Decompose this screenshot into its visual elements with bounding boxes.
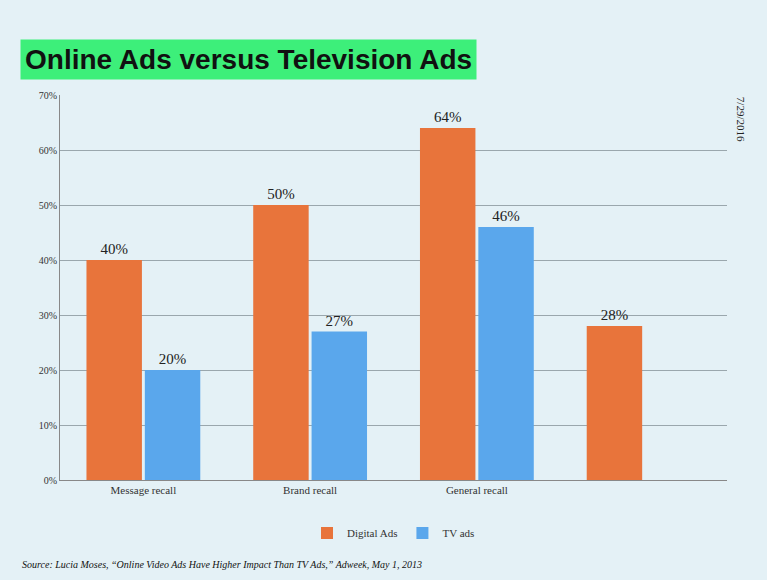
svg-text:40%: 40% [39, 255, 57, 266]
svg-text:50%: 50% [267, 186, 295, 202]
svg-text:20%: 20% [159, 351, 187, 367]
svg-text:7/29/2016: 7/29/2016 [735, 97, 747, 142]
svg-text:20%: 20% [39, 365, 57, 376]
svg-text:Online Ads versus Television A: Online Ads versus Television Ads [25, 44, 472, 75]
svg-text:Brand recall: Brand recall [283, 484, 337, 496]
svg-text:Source: Lucia Moses, “Online V: Source: Lucia Moses, “Online Video Ads H… [22, 559, 422, 570]
svg-text:Digital Ads: Digital Ads [347, 527, 397, 539]
svg-text:70%: 70% [39, 90, 57, 101]
svg-text:60%: 60% [39, 145, 57, 156]
svg-text:General recall: General recall [446, 484, 508, 496]
svg-text:0%: 0% [44, 475, 57, 486]
svg-text:40%: 40% [100, 241, 128, 257]
svg-text:Message recall: Message recall [111, 484, 177, 496]
svg-text:27%: 27% [326, 313, 354, 329]
svg-text:50%: 50% [39, 200, 57, 211]
svg-text:10%: 10% [39, 420, 57, 431]
svg-text:46%: 46% [492, 208, 520, 224]
svg-text:30%: 30% [39, 310, 57, 321]
svg-text:64%: 64% [434, 109, 462, 125]
svg-text:TV ads: TV ads [442, 527, 474, 539]
svg-text:28%: 28% [601, 307, 629, 323]
